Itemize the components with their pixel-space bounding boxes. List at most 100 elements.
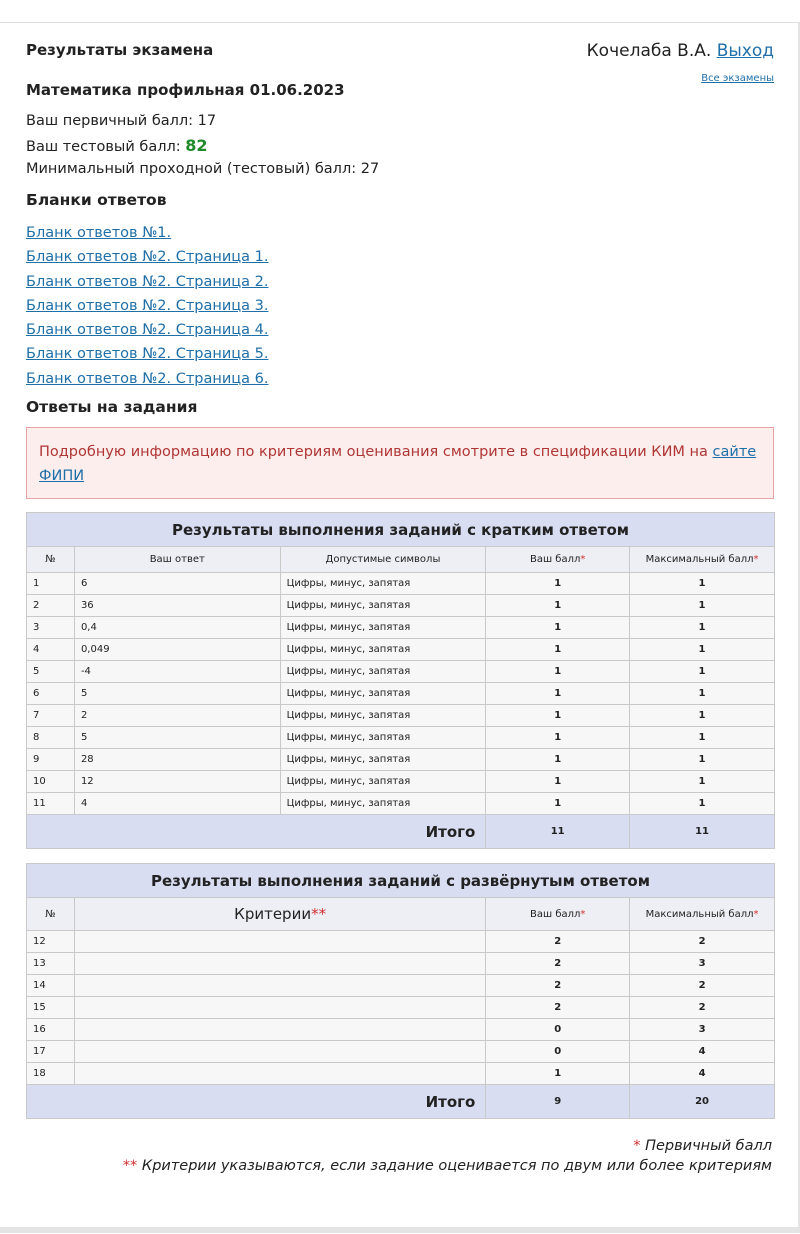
- answer: 36: [73, 594, 281, 617]
- max-score: 1: [629, 594, 775, 617]
- max-score: 1: [629, 616, 775, 639]
- allowed-symbols: Цифры, минус, запятая: [279, 792, 487, 815]
- allowed-symbols: Цифры, минус, запятая: [279, 682, 487, 705]
- answer: 5: [73, 726, 281, 749]
- task-number: 1: [26, 572, 75, 595]
- task-number: 18: [26, 1062, 75, 1085]
- footnote-text: Первичный балл: [645, 1138, 772, 1154]
- task-number: 8: [26, 726, 75, 749]
- max-score: 1: [629, 572, 775, 595]
- column-header: Допустимые символы: [279, 546, 487, 573]
- mark: **: [122, 1158, 138, 1174]
- task-number: 11: [26, 792, 75, 815]
- column-header: №: [26, 897, 75, 931]
- row: 12 2 2: [26, 930, 775, 953]
- max-score: 1: [629, 638, 775, 661]
- total-value: 11: [629, 814, 775, 849]
- criteria: [73, 974, 487, 997]
- score: 1: [485, 638, 631, 661]
- criteria: [73, 1018, 487, 1041]
- answer: 28: [73, 748, 281, 771]
- mark: *: [753, 908, 759, 920]
- title-row: Результаты выполнения заданий с развёрну…: [26, 863, 775, 898]
- row: 14 2 2: [26, 974, 775, 997]
- blank-link[interactable]: Бланк ответов №2. Страница 6.: [26, 370, 269, 387]
- max-score: 2: [629, 974, 775, 997]
- total-row: Итого 11 11: [25, 814, 775, 849]
- content: Результаты экзамена Кочелаба В.А. Выход …: [0, 22, 800, 1233]
- row: 6 5 Цифры, минус, запятая 1 1: [26, 682, 775, 705]
- blank-link[interactable]: Бланк ответов №1.: [26, 225, 172, 241]
- score: 1: [485, 792, 631, 815]
- criteria: [73, 930, 487, 953]
- fipi-link[interactable]: сайте ФИПИ: [39, 444, 757, 484]
- blank-link[interactable]: Бланк ответов №2. Страница 2.: [26, 273, 269, 290]
- row: 13 2 3: [26, 952, 775, 975]
- answer: 6: [73, 572, 281, 595]
- label: Минимальный проходной (тестовый) балл:: [26, 161, 357, 177]
- header-text: №: [45, 554, 56, 565]
- max-score: 1: [629, 682, 775, 705]
- header-text: Максимальный балл: [645, 908, 754, 920]
- short-answers-table: Результаты выполнения заданий с кратким …: [25, 512, 775, 849]
- footnote: ** Критерии указываются, если задание оц…: [123, 1158, 772, 1174]
- row: 16 0 3: [26, 1018, 775, 1041]
- score: 1: [485, 726, 631, 749]
- criteria: [73, 952, 487, 975]
- row: 10 12 Цифры, минус, запятая 1 1: [26, 770, 775, 793]
- row: 3 0,4 Цифры, минус, запятая 1 1: [26, 616, 775, 639]
- max-score: 4: [629, 1040, 775, 1063]
- task-number: 17: [26, 1040, 75, 1063]
- min-score: Минимальный проходной (тестовый) балл: 2…: [26, 161, 379, 177]
- allowed-symbols: Цифры, минус, запятая: [279, 660, 487, 683]
- row: 4 0,049 Цифры, минус, запятая 1 1: [26, 638, 775, 661]
- task-number: 10: [26, 770, 75, 793]
- header-text: Ваш ответ: [149, 554, 205, 565]
- row: 2 36 Цифры, минус, запятая 1 1: [26, 594, 775, 617]
- task-number: 2: [26, 594, 75, 617]
- row: 9 28 Цифры, минус, запятая 1 1: [26, 748, 775, 771]
- user-box: Кочелаба В.А. Выход: [587, 41, 774, 61]
- title-row: Результаты выполнения заданий с кратким …: [26, 512, 775, 547]
- score: 1: [485, 770, 631, 793]
- mark: *: [753, 554, 759, 565]
- blank-link[interactable]: Бланк ответов №2. Страница 1.: [26, 249, 269, 266]
- total-label: Итого: [25, 1084, 487, 1119]
- header-text: Ваш балл: [530, 908, 581, 920]
- blank-links: Бланк ответов №1. Бланк ответов №2. Стран…: [26, 221, 269, 391]
- total-label: Итого: [25, 814, 487, 849]
- label: Ваш тестовый балл:: [26, 139, 181, 155]
- task-number: 4: [26, 638, 75, 661]
- task-number: 14: [26, 974, 75, 997]
- score: 1: [485, 572, 631, 595]
- task-number: 3: [26, 616, 75, 639]
- all-exams-link[interactable]: Все экзамены: [701, 73, 774, 84]
- header-text: №: [45, 908, 56, 920]
- header-text: Допустимые символы: [325, 554, 441, 565]
- blank-link[interactable]: Бланк ответов №2. Страница 3.: [26, 297, 269, 314]
- answer: 0,4: [73, 616, 281, 639]
- blank-link[interactable]: Бланк ответов №2. Страница 5.: [26, 346, 269, 363]
- test-score: Ваш тестовый балл: 82: [26, 136, 208, 155]
- max-score: 2: [629, 930, 775, 953]
- score: 2: [485, 974, 631, 997]
- column-header: №: [26, 546, 75, 573]
- score: 1: [485, 682, 631, 705]
- notice-text: Подробную информацию по критериям оценив…: [39, 444, 708, 460]
- allowed-symbols: Цифры, минус, запятая: [279, 704, 487, 727]
- header-row: № Ваш ответ Допустимые символы Ваш балл* Мак…: [26, 546, 775, 573]
- exam-name: Математика профильная 01.06.2023: [26, 81, 345, 99]
- page-title: Результаты экзамена: [26, 41, 214, 59]
- allowed-symbols: Цифры, минус, запятая: [279, 748, 487, 771]
- total-row: Итого 9 20: [25, 1084, 775, 1119]
- column-header: Максимальный балл*: [629, 546, 775, 573]
- blank-link[interactable]: Бланк ответов №2. Страница 4.: [26, 322, 269, 339]
- answer: -4: [73, 660, 281, 683]
- logout-link[interactable]: Выход: [716, 41, 774, 61]
- value: 17: [197, 113, 217, 129]
- allowed-symbols: Цифры, минус, запятая: [279, 594, 487, 617]
- user-name: Кочелаба В.А.: [586, 41, 712, 61]
- row: 17 0 4: [26, 1040, 775, 1063]
